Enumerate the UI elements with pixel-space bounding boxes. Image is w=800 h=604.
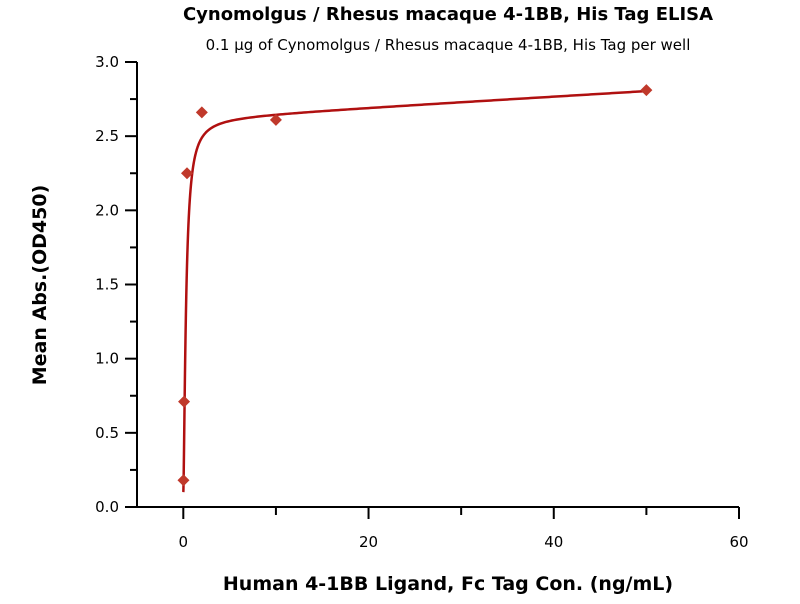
- fit-curve: [182, 89, 647, 493]
- y-tick-label: 1.0: [95, 350, 119, 368]
- data-point: [181, 167, 194, 180]
- y-tick-label: 3.0: [95, 53, 119, 71]
- data-point: [177, 474, 190, 487]
- data-point: [195, 106, 208, 119]
- y-tick-label: 0.5: [95, 424, 119, 442]
- x-tick-label: 20: [359, 533, 378, 551]
- chart-subtitle: 0.1 µg of Cynomolgus / Rhesus macaque 4-…: [206, 36, 691, 54]
- y-tick-label: 0.0: [95, 498, 119, 516]
- x-tick-label: 0: [179, 533, 189, 551]
- x-tick-label: 60: [729, 533, 748, 551]
- x-tick-label: 40: [544, 533, 563, 551]
- data-point: [178, 395, 191, 408]
- x-axis-label: Human 4-1BB Ligand, Fc Tag Con. (ng/mL): [223, 573, 673, 595]
- data-point: [640, 84, 653, 97]
- data-point: [269, 113, 282, 126]
- y-tick-label: 2.5: [95, 127, 119, 145]
- y-axis-label: Mean Abs.(OD450): [29, 185, 51, 386]
- y-tick-label: 1.5: [95, 276, 119, 294]
- y-tick-label: 2.0: [95, 201, 119, 219]
- chart-title: Cynomolgus / Rhesus macaque 4-1BB, His T…: [183, 4, 713, 25]
